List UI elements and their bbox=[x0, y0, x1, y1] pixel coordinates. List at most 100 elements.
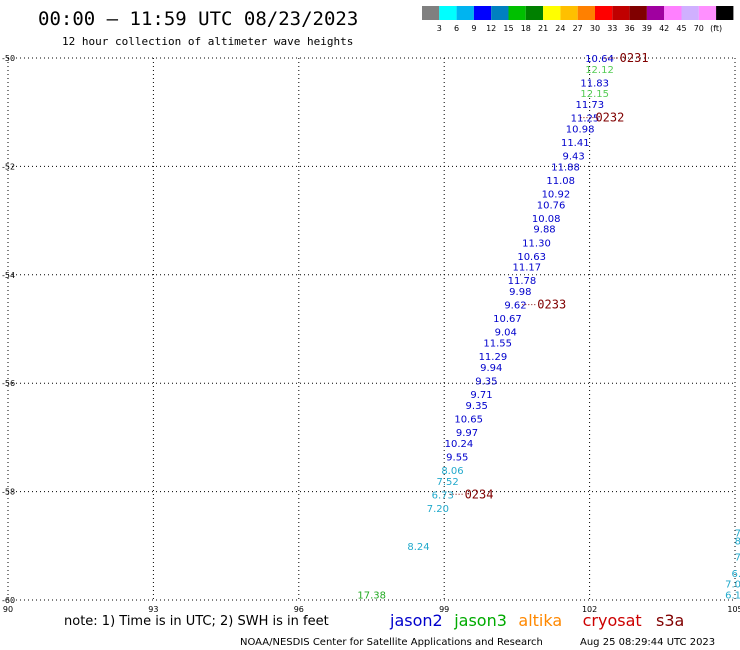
time-marker-label: 0232 bbox=[595, 111, 624, 125]
swh-data-label: 7.0 bbox=[725, 580, 740, 591]
swh-data-label: 8 bbox=[735, 536, 740, 547]
color-swatch bbox=[422, 6, 440, 20]
swh-data-label: 10.76 bbox=[537, 200, 566, 211]
color-scale-label: 21 bbox=[538, 24, 548, 33]
time-marker-label: 0231 bbox=[620, 51, 649, 65]
chart-subtitle: 12 hour collection of altimeter wave hei… bbox=[62, 35, 353, 48]
color-scale-label: 6 bbox=[454, 24, 459, 33]
swh-data-label: 10.64 bbox=[585, 54, 614, 65]
color-swatch bbox=[612, 6, 630, 20]
legend-entry: jason2 bbox=[389, 611, 443, 630]
swh-data-label: 9.71 bbox=[470, 390, 492, 401]
color-scale-label: 45 bbox=[676, 24, 686, 33]
swh-data-label: 9.35 bbox=[475, 376, 497, 387]
swh-data-label: 9.35 bbox=[466, 401, 488, 412]
color-scale-label: 36 bbox=[625, 24, 635, 33]
swh-data-label: 9.97 bbox=[456, 428, 478, 439]
swh-data-label: 7 bbox=[735, 553, 740, 564]
swh-data-label: 11.08 bbox=[546, 176, 575, 187]
color-swatch bbox=[491, 6, 509, 20]
swh-data-label: 11.73 bbox=[575, 100, 604, 111]
swh-data-label: 11.41 bbox=[561, 138, 590, 149]
x-tick-label: 105 bbox=[727, 605, 740, 614]
swh-data-label: 6.73 bbox=[432, 490, 454, 501]
swh-data-label: 7.20 bbox=[427, 504, 449, 515]
color-swatch bbox=[543, 6, 561, 20]
swh-data-label: 8.24 bbox=[407, 542, 429, 553]
swh-data-label: 11.25 bbox=[571, 114, 600, 125]
y-tick-label: -58 bbox=[2, 488, 15, 497]
color-scale-label: 18 bbox=[521, 24, 531, 33]
time-marker-label: 0234 bbox=[465, 487, 494, 501]
swh-data-label: 10.63 bbox=[517, 252, 546, 263]
swh-data-label: 9.55 bbox=[446, 452, 468, 463]
units-note: note: 1) Time is in UTC; 2) SWH is in fe… bbox=[64, 614, 329, 629]
color-swatch bbox=[595, 6, 613, 20]
color-scale-label: 42 bbox=[659, 24, 669, 33]
swh-data-label: 10.67 bbox=[493, 314, 522, 325]
swh-data-label: 8.06 bbox=[441, 466, 463, 477]
color-swatch bbox=[525, 6, 544, 20]
y-tick-label: -50 bbox=[2, 54, 15, 63]
swh-data-label: 11.78 bbox=[508, 276, 537, 287]
color-scale-label: 70 bbox=[694, 24, 704, 33]
color-scale-label: 30 bbox=[590, 24, 600, 33]
swh-data-label: 11.30 bbox=[522, 238, 551, 249]
credit-text: NOAA/NESDIS Center for Satellite Applica… bbox=[240, 637, 543, 648]
satellite-legend: jason2 jason3 altika cryosat s3a bbox=[389, 611, 684, 630]
x-tick-label: 99 bbox=[439, 605, 449, 614]
swh-data-label: 17.38 bbox=[357, 591, 386, 602]
y-tick-label: -54 bbox=[2, 271, 15, 280]
swh-data-label: 9.43 bbox=[562, 152, 584, 163]
swh-data-label: 6. bbox=[731, 569, 740, 580]
swh-data-label: 10.98 bbox=[566, 124, 595, 135]
color-swatch bbox=[560, 6, 578, 20]
x-tick-label: 102 bbox=[582, 605, 597, 614]
color-scale-label: 9 bbox=[471, 24, 476, 33]
chart-title: 00:00 – 11:59 UTC 08/23/2023 bbox=[38, 8, 358, 30]
plot-grid bbox=[7, 57, 736, 601]
swh-data-label: 11.17 bbox=[512, 263, 541, 274]
color-swatch bbox=[629, 6, 647, 20]
color-swatch bbox=[716, 6, 734, 20]
swh-data-label: 11.88 bbox=[551, 162, 580, 173]
color-scale-label: 15 bbox=[503, 24, 513, 33]
swh-data-label: 12.15 bbox=[580, 89, 609, 100]
swh-data-label: 10.92 bbox=[542, 190, 571, 201]
swh-data-label: 9.98 bbox=[509, 287, 531, 298]
color-swatch bbox=[508, 6, 526, 20]
color-scale-label: (ft) bbox=[710, 24, 722, 33]
swh-data-label: 10.08 bbox=[532, 214, 561, 225]
time-markers: 0231 0232 0233 0234 bbox=[449, 51, 649, 501]
swh-data-label: 7 bbox=[735, 528, 740, 539]
swh-data-label: 10.65 bbox=[454, 414, 483, 425]
color-scale-bar: 3 6 9 12 15 18 21 24 27 30 33 36 39 42 45 70 (ft) bbox=[422, 6, 734, 33]
color-swatch bbox=[456, 6, 474, 20]
y-tick-label: -52 bbox=[2, 162, 15, 171]
legend-entry: altika bbox=[518, 611, 562, 630]
time-marker-label: 0233 bbox=[537, 298, 566, 312]
color-scale-label: 12 bbox=[486, 24, 496, 33]
swh-data-label: 9.88 bbox=[533, 225, 555, 236]
swh-data-label: 10.24 bbox=[445, 439, 474, 450]
swh-data-label: 9.62 bbox=[504, 301, 526, 312]
swh-data-label: 9.04 bbox=[495, 328, 517, 339]
color-scale-label: 33 bbox=[607, 24, 617, 33]
x-tick-label: 93 bbox=[148, 605, 158, 614]
y-tick-label: -60 bbox=[2, 596, 15, 605]
timestamp-text: Aug 25 08:29:44 UTC 2023 bbox=[580, 637, 715, 648]
color-swatch bbox=[577, 6, 595, 20]
color-swatch bbox=[698, 6, 717, 20]
color-scale-label: 3 bbox=[437, 24, 442, 33]
swh-data-label: 9.94 bbox=[480, 363, 502, 374]
legend-entry: s3a bbox=[656, 611, 684, 630]
swh-data-label: 6.1 bbox=[725, 591, 740, 602]
axis-ticks: 90 93 96 99 102 105 -50 -52 -54 -56 -58 -60 bbox=[2, 54, 740, 614]
color-scale-label: 27 bbox=[573, 24, 583, 33]
color-swatch bbox=[439, 6, 457, 20]
swh-data-label: 12.12 bbox=[585, 65, 614, 76]
color-swatch bbox=[664, 6, 682, 20]
color-swatch bbox=[473, 6, 492, 20]
